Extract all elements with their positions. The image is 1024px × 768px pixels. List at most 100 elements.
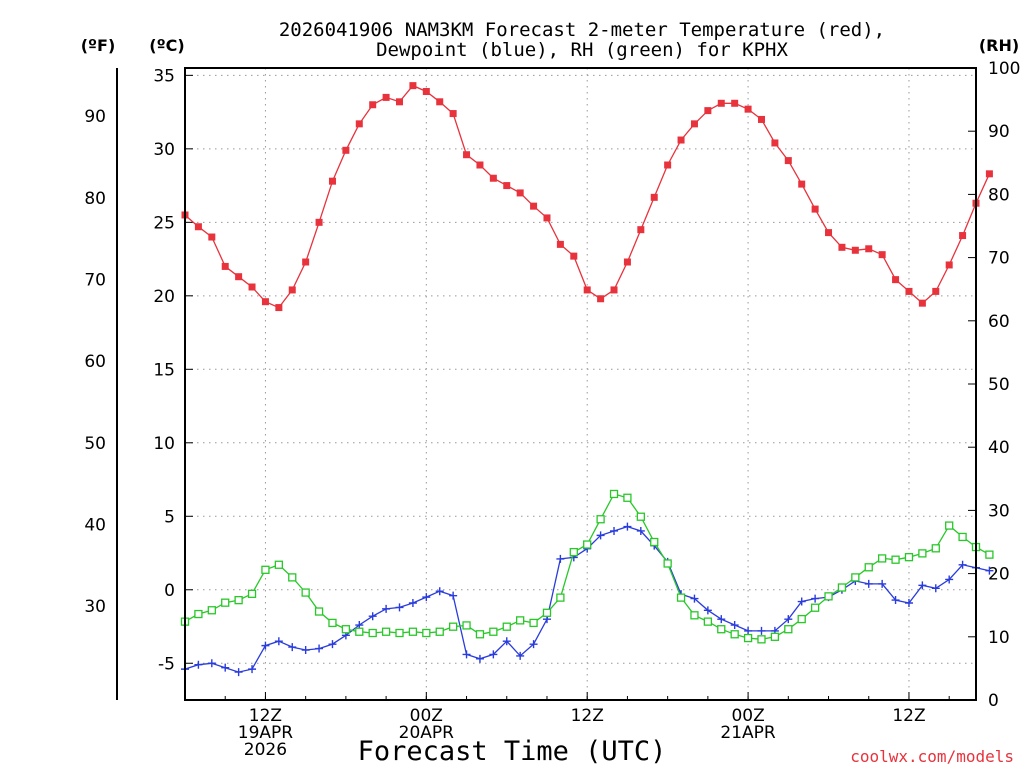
dewpoint-point	[462, 650, 471, 659]
f-tick-label: 60	[84, 352, 106, 372]
temperature-point	[463, 151, 471, 159]
x-tick-label: 12Z	[249, 706, 282, 726]
rh-point	[261, 565, 270, 574]
dewpoint-point	[596, 531, 605, 540]
rh-point	[609, 489, 619, 499]
temperature-point	[650, 193, 658, 201]
rh-point	[314, 607, 324, 616]
rh-point	[542, 608, 552, 617]
temperature-point	[851, 246, 859, 254]
rh-point	[207, 606, 216, 615]
dewpoint-point	[811, 594, 820, 603]
temperature-point	[731, 99, 739, 107]
temperature-point	[918, 299, 926, 307]
temperature-point	[865, 245, 873, 253]
dewpoint-point	[878, 579, 887, 588]
temperature-point	[757, 115, 765, 123]
temperature-point	[838, 243, 846, 251]
dewpoint-point	[690, 594, 699, 603]
dewpoint-point	[261, 641, 270, 650]
c-tick-label: 5	[164, 507, 175, 527]
dewpoint-point	[408, 598, 417, 607]
rh-point	[462, 621, 471, 630]
temperature-point	[597, 295, 605, 303]
chart-title-line2: Dewpoint (blue), RH (green) for KPHX	[376, 39, 788, 61]
rh-point	[556, 593, 565, 602]
dewpoint-point	[556, 554, 565, 563]
temperature-point	[422, 88, 430, 96]
dewpoint-point	[864, 579, 873, 588]
temperature-point	[945, 261, 953, 269]
temperature-point	[690, 120, 698, 128]
celsius-unit-label: (ºC)	[149, 36, 184, 55]
rh-point	[502, 622, 511, 631]
dewpoint-point	[744, 626, 753, 635]
rh-point	[810, 603, 820, 612]
temperature-point	[784, 157, 792, 165]
dewpoint-point	[194, 660, 203, 669]
rh-point	[448, 622, 458, 631]
rh-point	[435, 627, 444, 636]
rh-point	[583, 540, 592, 549]
rh-point	[945, 521, 954, 530]
axis-ticks: 35302520151050-5908070605040301009080706…	[84, 59, 1020, 760]
rh-point	[475, 630, 485, 639]
temperature-point	[194, 223, 202, 231]
x-tick-label: 12Z	[571, 706, 604, 726]
x-tick-label: 20APR	[399, 723, 455, 743]
temperature-point	[396, 98, 404, 106]
rh-point	[516, 616, 525, 625]
temperature-point	[811, 205, 819, 213]
temperature-point	[583, 286, 591, 294]
rh-tick-label: 0	[988, 691, 999, 711]
grid-lines	[185, 68, 976, 700]
x-tick-label: 21APR	[720, 723, 776, 743]
f-tick-label: 50	[84, 434, 106, 454]
dewpoint-point	[757, 626, 766, 635]
rh-point	[355, 627, 364, 636]
rh-point	[717, 625, 726, 634]
x-tick-label: 2026	[244, 740, 287, 760]
temperature-point	[704, 107, 712, 115]
rh-tick-label: 40	[988, 438, 1010, 458]
rh-point	[274, 560, 283, 569]
c-tick-label: 35	[153, 66, 175, 86]
rh-point	[341, 625, 351, 634]
temperature-point	[208, 233, 216, 241]
temperature-point	[275, 304, 283, 312]
x-tick-label: 12Z	[892, 706, 925, 726]
rh-point	[234, 595, 243, 605]
temperature-point	[449, 110, 457, 118]
temperature-point	[369, 101, 377, 109]
temperature-point	[717, 99, 725, 107]
dewpoint-point	[449, 591, 458, 600]
rh-point	[690, 611, 699, 620]
temperature-point	[892, 276, 900, 284]
rh-tick-label: 30	[988, 501, 1010, 521]
rh-point	[824, 592, 833, 601]
temperature-point	[355, 120, 363, 128]
temperature-point	[985, 170, 993, 178]
dewpoint-point	[288, 643, 297, 652]
rh-point	[985, 550, 994, 559]
x-tick-label: 19APR	[238, 723, 294, 743]
rh-point	[743, 633, 753, 643]
rh-point	[730, 630, 739, 639]
c-tick-label: -5	[158, 654, 175, 674]
temperature-point	[825, 229, 833, 237]
c-tick-label: 20	[153, 287, 175, 307]
rh-tick-label: 60	[988, 312, 1010, 332]
rh-point	[328, 618, 337, 628]
temperature-point	[610, 286, 618, 294]
dewpoint-point	[891, 596, 900, 605]
temperature-point	[530, 202, 538, 210]
dewpoint-point	[730, 621, 739, 630]
rh-tick-label: 80	[988, 185, 1010, 205]
rh-point	[194, 609, 203, 619]
dewpoint-point	[797, 597, 806, 606]
temperature-point	[744, 105, 752, 113]
rh-point	[878, 554, 887, 563]
temperature-point	[261, 298, 269, 306]
temperature-point	[382, 93, 390, 101]
dewpoint-point	[529, 640, 538, 649]
